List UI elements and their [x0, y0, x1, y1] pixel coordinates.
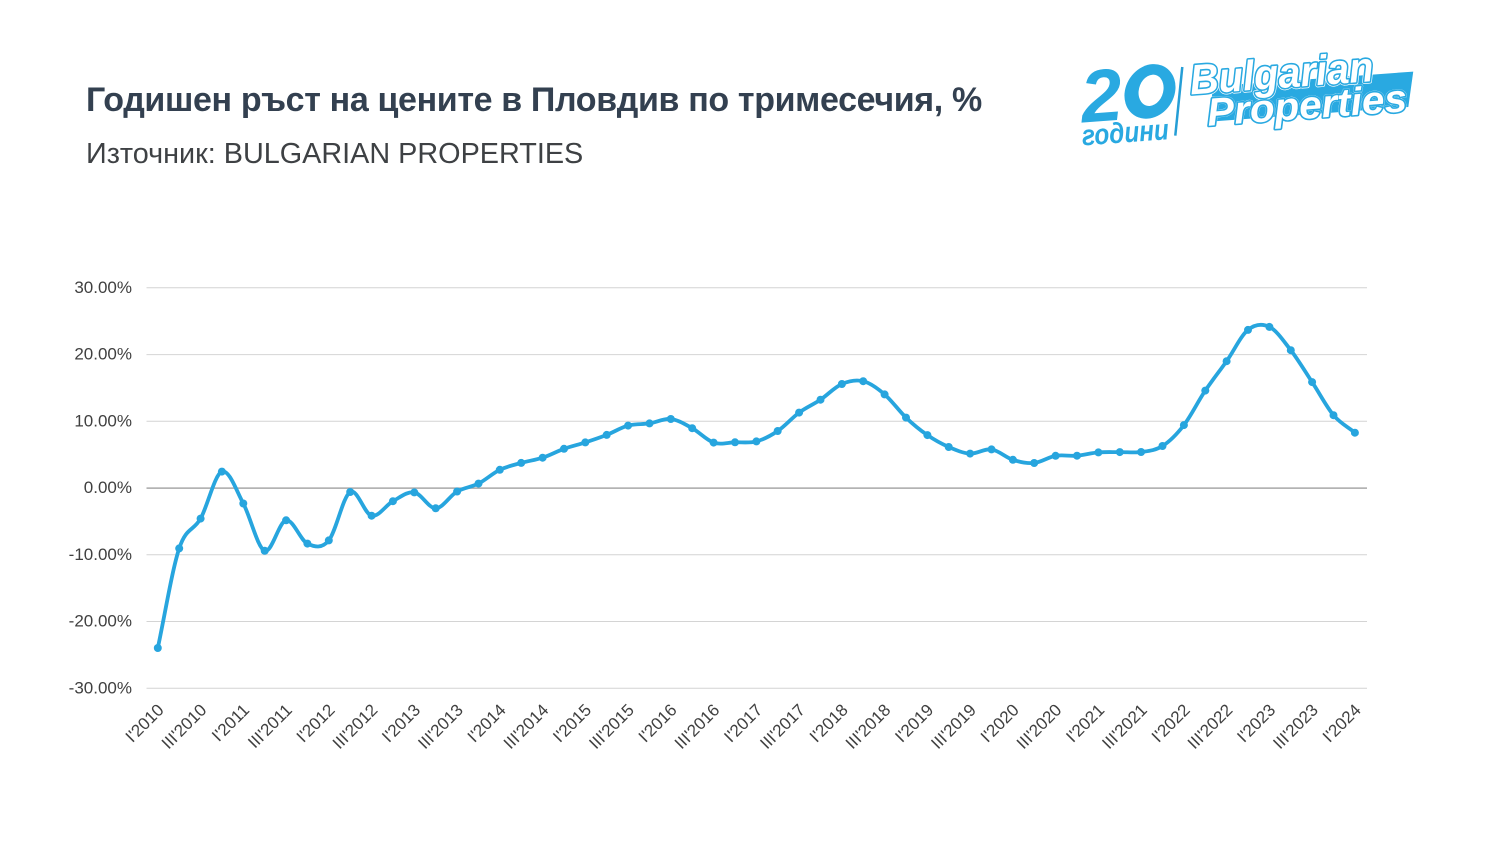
- svg-text:2: 2: [1076, 53, 1125, 139]
- svg-text:-30.00%: -30.00%: [69, 678, 132, 697]
- svg-text:0.00%: 0.00%: [84, 478, 132, 497]
- svg-text:20.00%: 20.00%: [74, 345, 132, 364]
- svg-text:10.00%: 10.00%: [74, 411, 132, 430]
- svg-text:Годишен ръст на цените в Пловд: Годишен ръст на цените в Пловдив по трим…: [86, 81, 982, 119]
- svg-text:-20.00%: -20.00%: [69, 612, 132, 631]
- svg-text:години: години: [1081, 114, 1170, 152]
- svg-text:-10.00%: -10.00%: [69, 545, 132, 564]
- svg-text:30.00%: 30.00%: [74, 278, 132, 297]
- svg-text:Източник: BULGARIAN PROPERTIES: Източник: BULGARIAN PROPERTIES: [86, 138, 583, 170]
